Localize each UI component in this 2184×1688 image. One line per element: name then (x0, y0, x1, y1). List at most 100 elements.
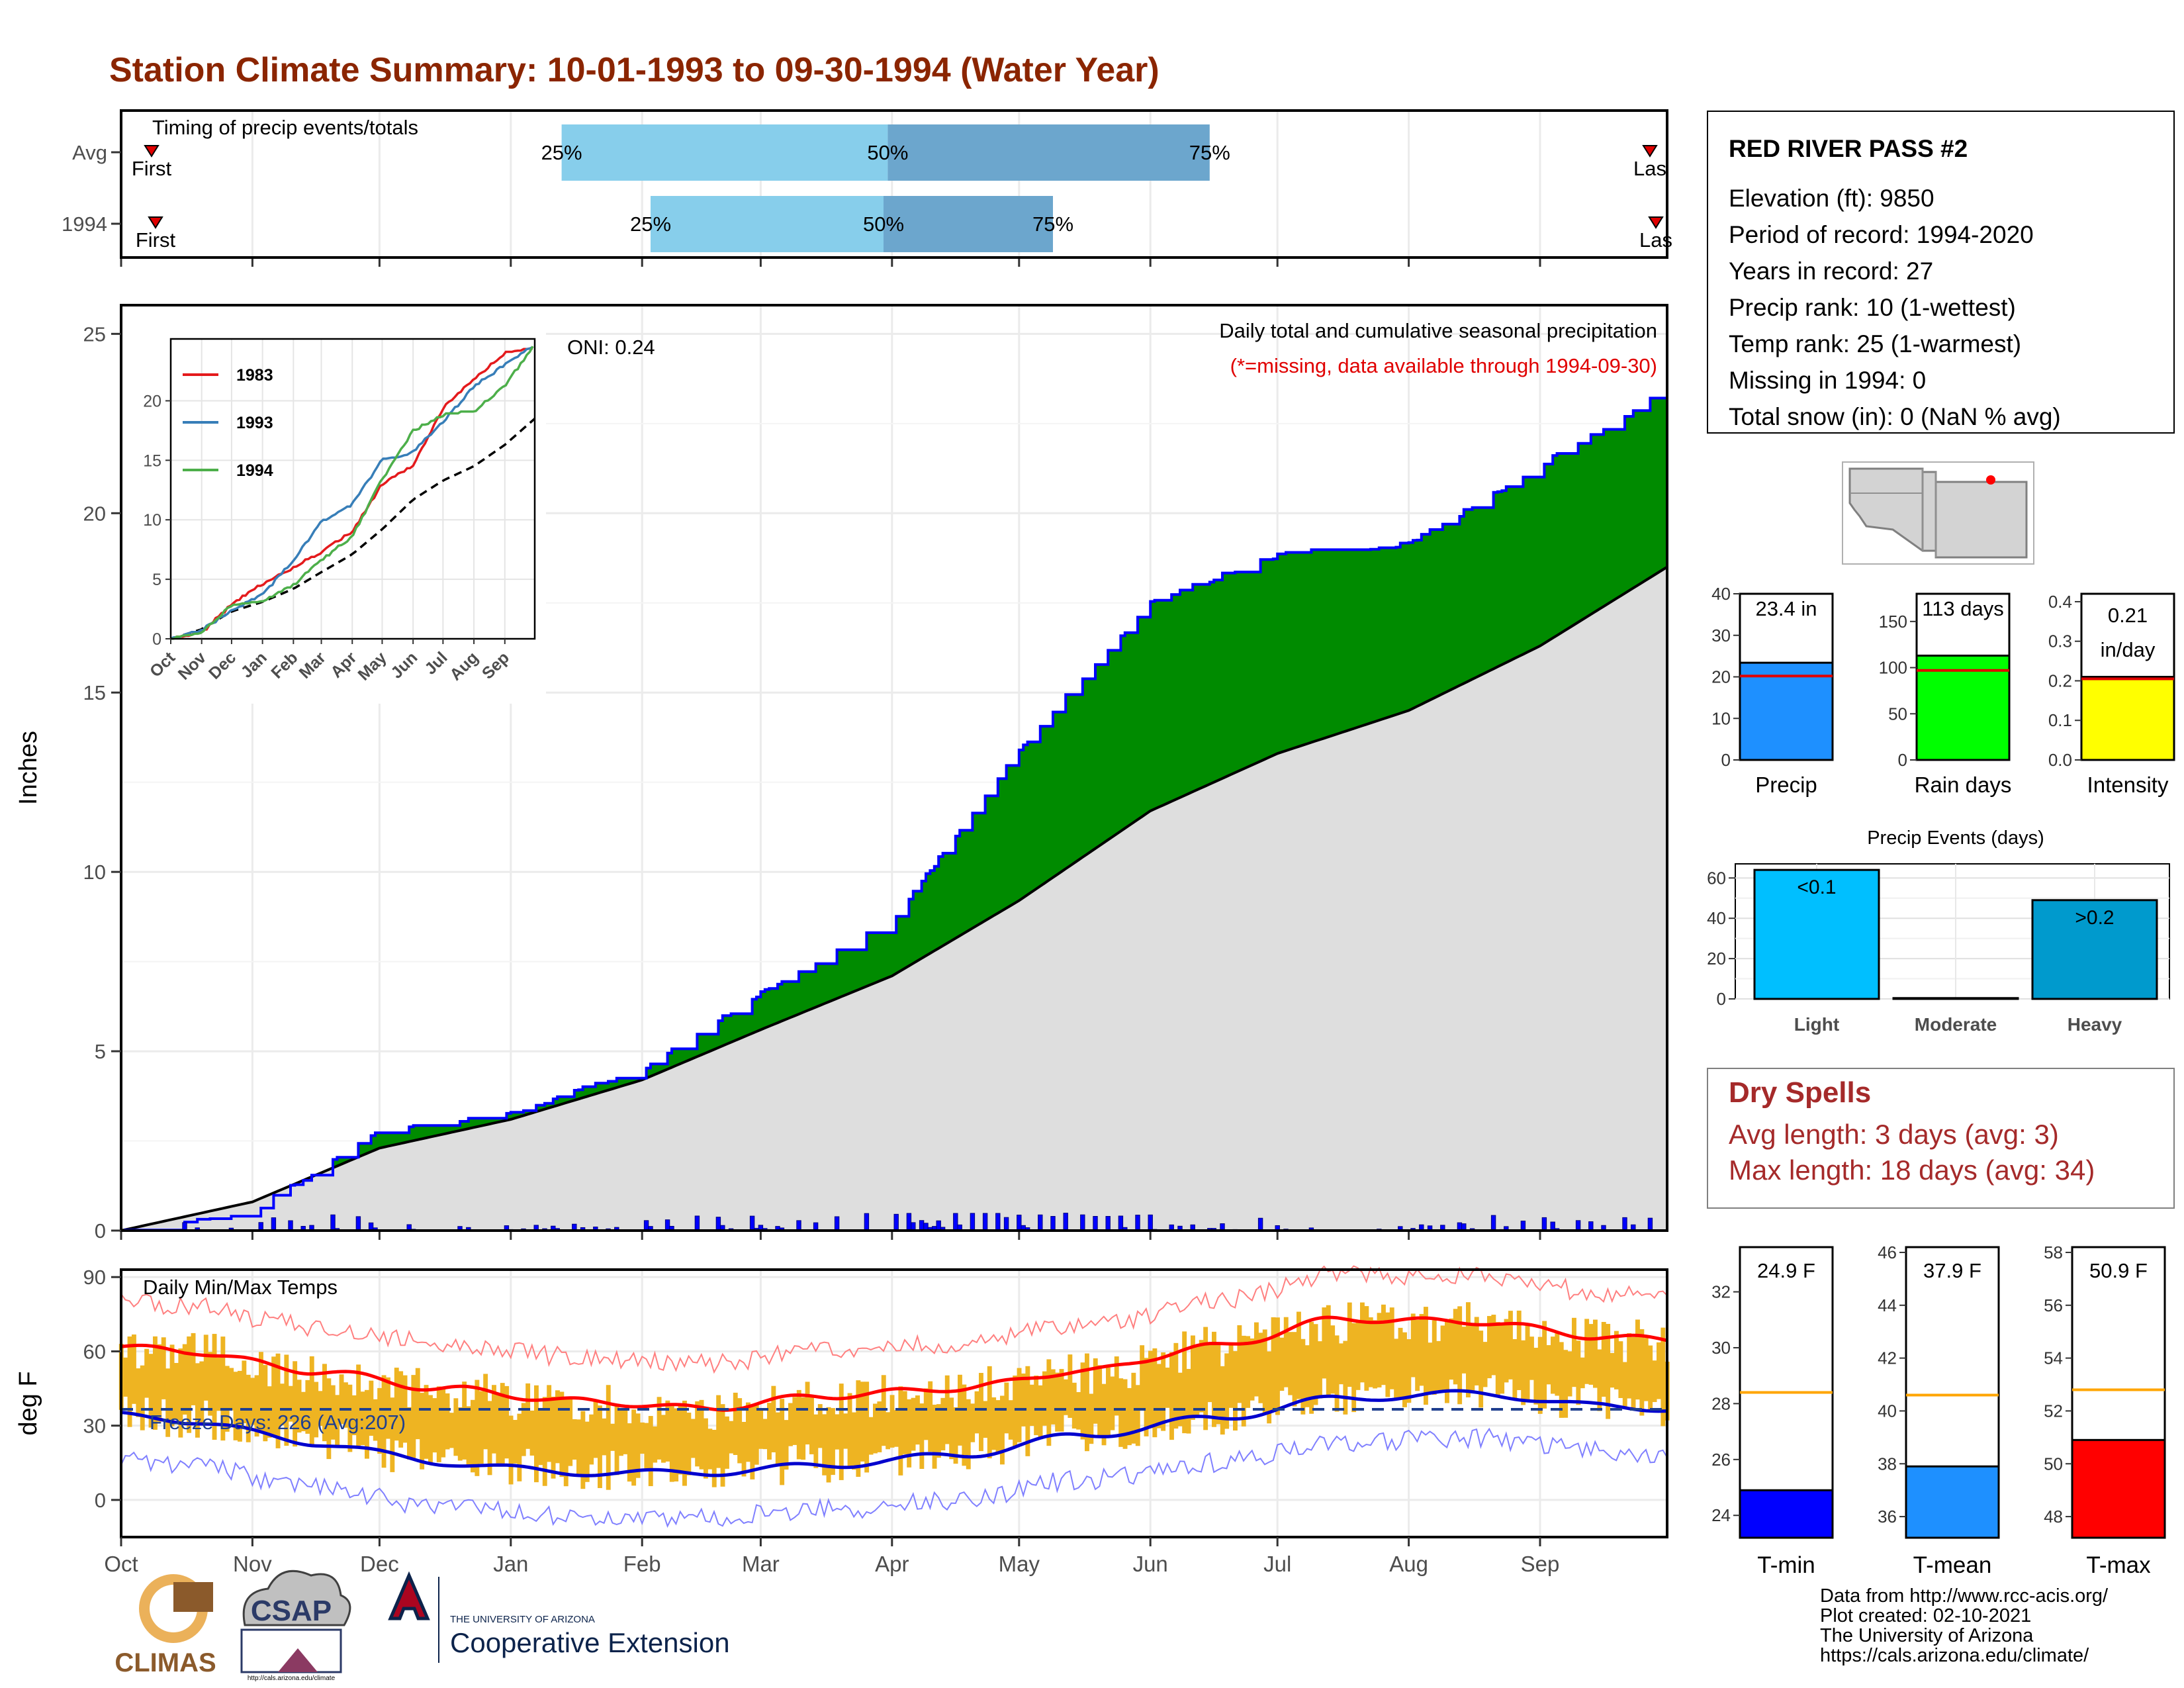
daily-temp-bar (1068, 1354, 1073, 1418)
csap-logo-text: CSAP (251, 1595, 332, 1627)
daily-temp-bar (1013, 1376, 1018, 1447)
timing-title: Timing of precip events/totals (152, 116, 418, 139)
daily-temp-bar (576, 1419, 581, 1477)
daily-temp-bar (132, 1334, 136, 1404)
inset-ytick-label: 0 (152, 630, 161, 649)
daily-temp-bar (314, 1382, 319, 1438)
daily-temp-bar (1203, 1327, 1208, 1430)
daily-precip-bar (1257, 1217, 1263, 1231)
daily-temp-bar (1457, 1306, 1463, 1405)
temp-summary-bar-label: T-min (1757, 1552, 1815, 1578)
daily-temp-bar (1618, 1341, 1623, 1398)
daily-temp-bar (886, 1412, 891, 1450)
daily-temp-bar (1292, 1332, 1297, 1407)
daily-temp-bar (593, 1401, 598, 1458)
summary-ytick-label: 150 (1879, 612, 1907, 632)
precip-ytick-label: 15 (83, 681, 106, 704)
event-bar (1892, 997, 2019, 1000)
temp-ytick-label: 60 (83, 1340, 106, 1363)
daily-precip-bar (834, 1216, 840, 1231)
daily-temp-bar (1279, 1337, 1285, 1391)
events-ytick-label: 20 (1707, 949, 1726, 968)
daily-temp-bar (792, 1397, 797, 1445)
summary-ytick-label: 50 (1888, 704, 1907, 724)
station-info-line: Missing in 1994: 0 (1729, 367, 1926, 394)
last-event-label: Las (1633, 157, 1666, 180)
daily-temp-bar (1588, 1324, 1594, 1385)
daily-temp-bar (1318, 1341, 1322, 1399)
daily-temp-bar (271, 1356, 277, 1435)
daily-precip-bar (1148, 1214, 1153, 1231)
daily-precip-bar (982, 1213, 988, 1231)
above-average-fill (121, 398, 1667, 1231)
daily-temp-bars (118, 1302, 1670, 1490)
daily-temp-bar (373, 1399, 378, 1441)
daily-temp-bar (1207, 1342, 1212, 1403)
last-event-marker (1642, 145, 1658, 158)
temp-summary-ytick-label: 42 (1878, 1348, 1897, 1368)
daily-temp-bar (483, 1374, 488, 1450)
daily-temp-bar (1482, 1342, 1488, 1387)
daily-temp-bar (1055, 1372, 1060, 1432)
daily-temp-bar (1144, 1358, 1149, 1436)
daily-precip-bar (1520, 1221, 1526, 1231)
daily-temp-bar (356, 1364, 361, 1446)
daily-temp-bar (1580, 1357, 1585, 1389)
daily-temp-bar (919, 1403, 925, 1470)
footer-line: Plot created: 02-10-2021 (1820, 1605, 2031, 1626)
daily-temp-bar (839, 1383, 844, 1480)
daily-temp-bar (966, 1399, 971, 1470)
daily-precip-bar (906, 1213, 912, 1231)
daily-temp-bar (1191, 1335, 1195, 1420)
daily-temp-bar (979, 1372, 983, 1452)
timing-row-label: 1994 (62, 212, 107, 236)
temp-panel: 0 30 60 90 deg F Daily Min/Max Temps Freeze… (15, 1265, 1670, 1576)
summary-ytick-label: 40 (1711, 584, 1731, 604)
daily-temp-bar (707, 1429, 713, 1470)
daily-temp-bar (1071, 1382, 1077, 1429)
daily-precip-bar (643, 1220, 649, 1231)
timing-q75-label: 75% (1032, 212, 1073, 236)
inset-legend-label: 1983 (236, 366, 273, 385)
daily-temp-bar (339, 1374, 344, 1425)
daily-temp-bar (1470, 1323, 1475, 1393)
daily-temp-bar (733, 1392, 738, 1455)
daily-precip-bar (796, 1220, 801, 1231)
daily-temp-bar (1394, 1338, 1399, 1401)
month-tick-label: Jan (493, 1552, 528, 1576)
month-tick-label: Jul (1263, 1552, 1291, 1576)
daily-precip-bar (953, 1213, 958, 1231)
daily-temp-bar (796, 1389, 801, 1460)
daily-temp-bar (923, 1388, 929, 1440)
daily-temp-bar (843, 1413, 848, 1449)
daily-temp-bar (1652, 1360, 1657, 1403)
daily-temp-bar (1614, 1331, 1619, 1389)
timing-q25-q50-bar (561, 124, 888, 181)
daily-temp-bar (445, 1393, 450, 1450)
daily-temp-bar (860, 1382, 865, 1462)
daily-temp-bar (1419, 1313, 1424, 1386)
temp-summary-ytick-label: 38 (1878, 1454, 1897, 1474)
daily-temp-bar (1275, 1317, 1280, 1415)
daily-temp-bar (148, 1354, 154, 1428)
last-event-marker (1648, 216, 1664, 229)
inset-series-line (170, 346, 533, 640)
summary-bars: 0 10 20 30 40 23.4 in Precip 0 50 100 150 113 days R… (1711, 584, 2175, 797)
daily-temp-bar (991, 1397, 997, 1450)
daily-temp-bar (1364, 1306, 1369, 1391)
temp-ylabel: deg F (15, 1371, 42, 1435)
daily-temp-bar (335, 1395, 340, 1446)
daily-temp-bar (1436, 1340, 1441, 1391)
daily-temp-bar (1148, 1350, 1153, 1429)
event-value-label: >0.2 (2075, 907, 2114, 929)
timing-q25-label: 25% (630, 212, 671, 236)
daily-temp-bar (1161, 1352, 1166, 1431)
daily-temp-bar (1610, 1352, 1615, 1388)
daily-precip-bar (1588, 1221, 1594, 1231)
daily-temp-bar (911, 1397, 916, 1451)
tmin-record-line (120, 1427, 1668, 1528)
daily-temp-bar (873, 1403, 878, 1454)
inset-series-line (170, 346, 534, 640)
daily-temp-bar (898, 1386, 903, 1476)
daily-temp-bar (343, 1382, 348, 1428)
